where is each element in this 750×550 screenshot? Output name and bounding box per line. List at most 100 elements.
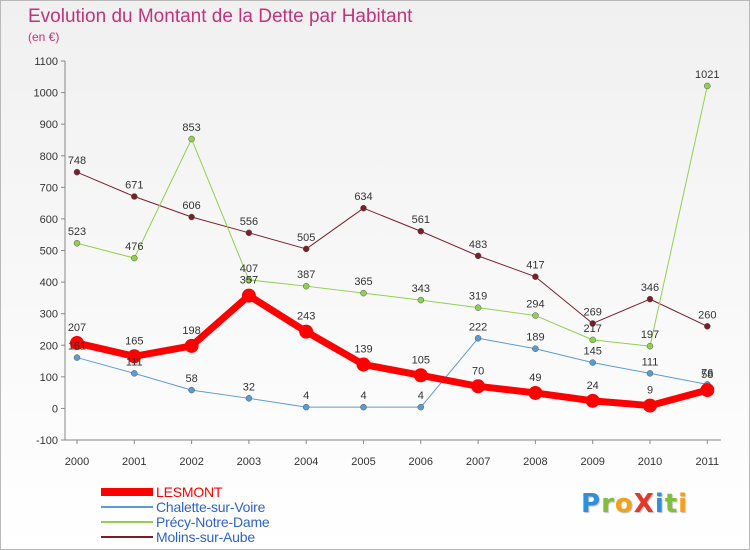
y-tick-label: 0 bbox=[52, 403, 58, 415]
data-point-precy-notre-dame bbox=[73, 239, 81, 247]
y-tick-label: 700 bbox=[40, 182, 58, 194]
data-point-precy-notre-dame bbox=[532, 312, 539, 319]
data-label-precy-notre-dame: 407 bbox=[240, 263, 258, 275]
data-point-molins-sur-aube bbox=[245, 229, 253, 237]
legend-swatch bbox=[101, 488, 153, 496]
y-tick-label: 800 bbox=[40, 151, 58, 163]
x-tick-label: 2011 bbox=[695, 456, 719, 468]
data-point-precy-notre-dame bbox=[245, 276, 253, 284]
y-tick-label: 200 bbox=[40, 340, 58, 352]
data-point-chalette-sur-voire bbox=[646, 370, 654, 377]
data-label-lesmont: 9 bbox=[647, 385, 653, 397]
series-line-molins-sur-aube bbox=[76, 171, 708, 327]
x-tick-label: 2008 bbox=[523, 456, 547, 468]
data-label-molins-sur-aube: 748 bbox=[68, 155, 86, 167]
data-point-molins-sur-aube bbox=[474, 252, 482, 260]
logo-letter: X bbox=[633, 489, 655, 519]
data-point-precy-notre-dame bbox=[704, 82, 711, 90]
data-point-molins-sur-aube bbox=[704, 323, 711, 330]
data-label-precy-notre-dame: 1021 bbox=[695, 69, 719, 81]
data-label-chalette-sur-voire: 4 bbox=[418, 390, 424, 402]
data-label-chalette-sur-voire: 32 bbox=[243, 381, 255, 393]
legend-label: Molins-sur-Aube bbox=[156, 529, 255, 545]
x-tick-label: 2003 bbox=[237, 456, 261, 468]
data-label-chalette-sur-voire: 4 bbox=[303, 390, 309, 402]
data-label-chalette-sur-voire: 111 bbox=[642, 356, 659, 368]
data-point-precy-notre-dame bbox=[360, 289, 367, 297]
data-label-precy-notre-dame: 217 bbox=[584, 323, 602, 335]
data-label-precy-notre-dame: 319 bbox=[469, 291, 487, 303]
chart-title: Evolution du Montant de la Dette par Hab… bbox=[28, 6, 413, 27]
series-line-precy-notre-dame bbox=[76, 85, 708, 347]
data-point-chalette-sur-voire bbox=[302, 403, 310, 411]
y-tick-label: 1000 bbox=[34, 88, 58, 100]
proxiti-logo: ProXiti bbox=[581, 489, 688, 519]
data-point-chalette-sur-voire bbox=[131, 370, 138, 377]
data-point-lesmont bbox=[184, 338, 199, 353]
data-label-precy-notre-dame: 365 bbox=[354, 276, 372, 288]
x-tick-label: 2004 bbox=[294, 456, 318, 468]
data-point-precy-notre-dame bbox=[302, 282, 310, 290]
legend-swatch bbox=[101, 506, 153, 508]
data-point-molins-sur-aube bbox=[589, 320, 596, 327]
data-point-chalette-sur-voire bbox=[188, 386, 195, 394]
data-point-lesmont bbox=[471, 379, 486, 394]
legend-label: LESMONT bbox=[156, 484, 223, 500]
x-tick-label: 2000 bbox=[65, 456, 89, 468]
data-point-chalette-sur-voire bbox=[360, 403, 367, 411]
data-label-chalette-sur-voire: 222 bbox=[469, 321, 487, 333]
data-label-lesmont: 105 bbox=[412, 354, 430, 366]
data-label-precy-notre-dame: 523 bbox=[68, 226, 86, 238]
data-point-lesmont bbox=[70, 336, 84, 351]
y-tick-label: 900 bbox=[40, 119, 58, 131]
data-point-molins-sur-aube bbox=[131, 193, 138, 200]
x-tick-label: 2009 bbox=[580, 456, 604, 468]
data-label-precy-notre-dame: 197 bbox=[641, 329, 659, 341]
data-point-chalette-sur-voire bbox=[73, 354, 81, 361]
data-point-chalette-sur-voire bbox=[417, 403, 425, 411]
data-label-lesmont: 70 bbox=[472, 365, 484, 377]
series-layer bbox=[70, 82, 715, 413]
logo-letter: i bbox=[654, 489, 665, 519]
data-label-molins-sur-aube: 634 bbox=[354, 191, 372, 203]
x-tick-label: 2001 bbox=[122, 456, 146, 468]
data-point-molins-sur-aube bbox=[302, 245, 310, 253]
series-line-chalette-sur-voire bbox=[76, 337, 708, 408]
data-point-lesmont bbox=[241, 288, 256, 303]
data-label-molins-sur-aube: 346 bbox=[641, 282, 659, 294]
logo-letter: t bbox=[664, 489, 679, 519]
data-labels: 748 671 606 556 505 634 561 483 417 269 346 260 523 4… bbox=[68, 69, 720, 402]
y-tick-label: 1100 bbox=[34, 56, 58, 68]
data-label-chalette-sur-voire: 189 bbox=[526, 332, 544, 344]
data-point-molins-sur-aube bbox=[532, 273, 539, 280]
data-point-molins-sur-aube bbox=[646, 295, 654, 303]
data-label-chalette-sur-voire: 4 bbox=[360, 390, 366, 402]
data-label-molins-sur-aube: 606 bbox=[182, 200, 200, 212]
line-chart: -100 0 100 200 300 400 500 600 700 800 900 1000 1100… bbox=[34, 56, 721, 468]
data-label-molins-sur-aube: 483 bbox=[469, 239, 487, 251]
x-tick-label: 2006 bbox=[409, 456, 433, 468]
data-label-lesmont: 357 bbox=[240, 275, 258, 287]
y-tick-label: 500 bbox=[40, 246, 58, 258]
axes: -100 0 100 200 300 400 500 600 700 800 900 1000 1100… bbox=[34, 56, 721, 468]
logo-letter: r bbox=[601, 489, 615, 519]
data-label-chalette-sur-voire: 145 bbox=[584, 346, 602, 358]
data-label-molins-sur-aube: 556 bbox=[240, 216, 258, 228]
data-label-precy-notre-dame: 343 bbox=[412, 283, 430, 295]
data-point-precy-notre-dame bbox=[131, 254, 138, 262]
data-label-lesmont: 24 bbox=[587, 380, 599, 392]
data-label-chalette-sur-voire: 76 bbox=[701, 367, 713, 379]
data-point-molins-sur-aube bbox=[417, 227, 425, 235]
x-tick-label: 2010 bbox=[638, 456, 662, 468]
data-point-molins-sur-aube bbox=[73, 168, 81, 176]
y-tick-label: 300 bbox=[40, 309, 58, 321]
legend-label: Chalette-sur-Voire bbox=[156, 499, 266, 515]
data-label-precy-notre-dame: 387 bbox=[297, 269, 315, 281]
data-label-molins-sur-aube: 561 bbox=[412, 214, 430, 226]
y-tick-label: -100 bbox=[36, 435, 58, 447]
data-label-molins-sur-aube: 269 bbox=[584, 306, 602, 318]
data-label-lesmont: 49 bbox=[529, 372, 541, 384]
data-label-precy-notre-dame: 853 bbox=[182, 122, 200, 134]
legend-swatch bbox=[101, 536, 153, 538]
data-point-lesmont bbox=[299, 324, 314, 339]
